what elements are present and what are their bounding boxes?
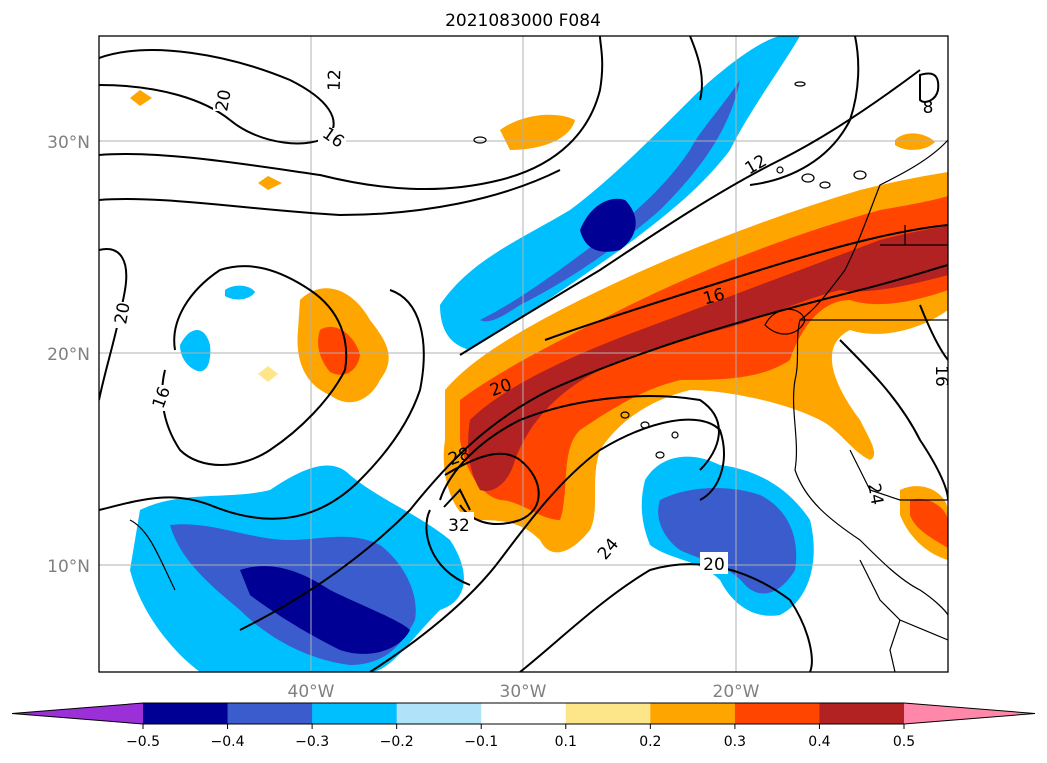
contour-label: 20 xyxy=(111,301,134,326)
colorbar-tick-label: −0.2 xyxy=(380,734,414,750)
lon-label-30w: 30°W xyxy=(500,682,547,702)
contour-lines xyxy=(99,36,948,672)
lat-label-20n: 20°N xyxy=(47,345,90,365)
colorbar-swatch xyxy=(312,703,398,724)
colorbar-swatch xyxy=(227,703,313,724)
lat-label-30n: 30°N xyxy=(47,133,90,153)
contour-label: 32 xyxy=(448,516,470,536)
colorbar-tick-label: −0.4 xyxy=(211,734,245,750)
contour-label: 20 xyxy=(212,88,235,113)
lon-label-40w: 40°W xyxy=(288,682,335,702)
filled-anomaly-fields xyxy=(130,36,948,672)
colorbar-tick-label: −0.1 xyxy=(464,734,498,750)
colorbar-tick-label: 0.4 xyxy=(808,734,830,750)
colorbar-swatch xyxy=(396,703,482,724)
colorbar-tick-label: −0.3 xyxy=(295,734,329,750)
colorbar-swatch xyxy=(734,703,820,724)
map-area: 20 12 16 20 16 12 16 20 28 32 24 20 24 1… xyxy=(99,36,951,672)
lon-label-20w: 20°W xyxy=(713,682,760,702)
colorbar-tick-label: 0.1 xyxy=(555,734,577,750)
colorbar-swatch xyxy=(481,703,567,724)
contour-label: 12 xyxy=(325,69,346,91)
coastlines xyxy=(129,81,948,672)
contour-label-group: 20 12 16 20 16 12 16 20 28 32 24 20 24 1… xyxy=(111,67,951,575)
colorbar-swatch xyxy=(650,703,736,724)
colorbar-tick-label: 0.5 xyxy=(893,734,915,750)
contour-label: 16 xyxy=(931,365,951,387)
map-frame xyxy=(98,35,949,673)
colorbar-swatch xyxy=(819,703,905,724)
colorbar-tick-label: −0.5 xyxy=(126,734,160,750)
contour-label: 24 xyxy=(863,482,886,507)
colorbar-extend-low xyxy=(12,703,143,724)
colorbar-tick-label: 0.2 xyxy=(639,734,661,750)
colorbar-swatch xyxy=(565,703,651,724)
lat-label-10n: 10°N xyxy=(47,557,90,577)
contour-label: 20 xyxy=(703,555,725,575)
map-title: 2021083000 F084 xyxy=(445,11,601,31)
colorbar-extend-high xyxy=(904,703,1035,724)
negative-anomaly-band xyxy=(440,36,800,350)
colorbar: −0.5 −0.4 −0.3 −0.2 −0.1 0.1 0.2 0.3 0.4 0.5 xyxy=(11,702,1036,750)
contour-label: 8 xyxy=(923,98,934,118)
colorbar-swatch xyxy=(143,703,229,724)
colorbar-tick-label: 0.3 xyxy=(724,734,746,750)
